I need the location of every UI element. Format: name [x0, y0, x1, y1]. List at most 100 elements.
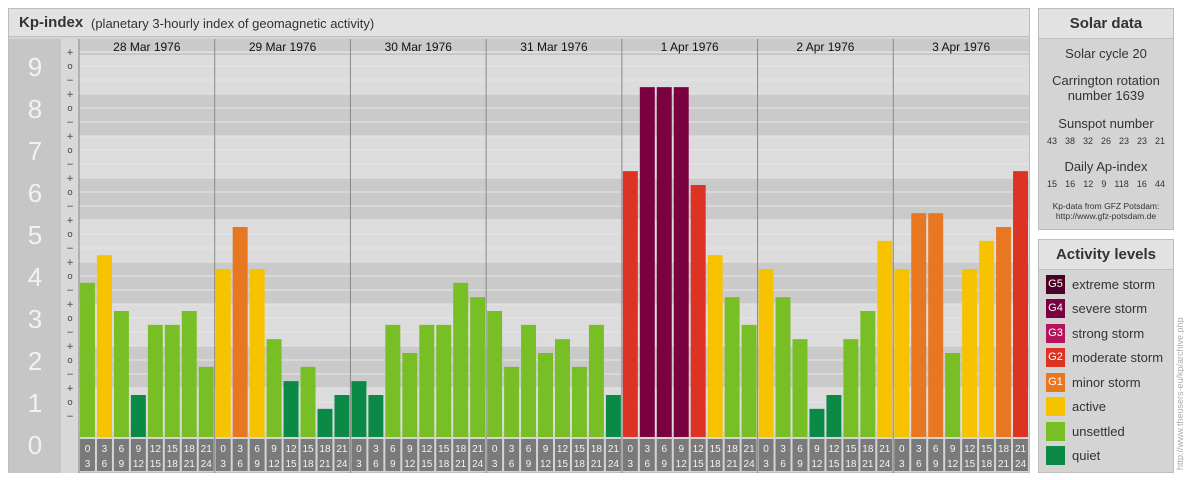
kp-bar: [215, 269, 231, 437]
kp-bar: [181, 311, 197, 437]
interval-start-label: 21: [201, 444, 213, 455]
level-label: extreme storm: [1072, 276, 1156, 292]
y-minor-label: −: [66, 286, 74, 296]
interval-end-label: 12: [404, 459, 416, 470]
interval-end-label: 12: [540, 459, 552, 470]
interval-start-label: 15: [845, 444, 857, 455]
interval-start-label: 21: [744, 444, 756, 455]
y-minor-label: −: [66, 202, 74, 212]
interval-start-label: 6: [933, 444, 939, 455]
sunspot-value: 23: [1118, 136, 1129, 146]
interval-end-label: 15: [964, 459, 976, 470]
interval-end-label: 18: [845, 459, 857, 470]
interval-box: [147, 439, 163, 471]
y-minor-label: +: [66, 90, 74, 100]
interval-box: [877, 439, 893, 471]
interval-box: [724, 439, 740, 471]
kp-bar: [724, 297, 740, 437]
interval-box: [232, 439, 248, 471]
interval-end-label: 12: [269, 459, 281, 470]
interval-start-label: 9: [407, 444, 413, 455]
level-label: active: [1072, 399, 1106, 414]
level-label: minor storm: [1072, 374, 1141, 390]
kp-bar: [962, 269, 978, 437]
interval-end-label: 18: [981, 459, 993, 470]
kp-bar: [1013, 171, 1028, 437]
chart-title-bar: Kp-index (planetary 3-hourly index of ge…: [9, 9, 1029, 37]
level-label: severe storm: [1072, 301, 1148, 316]
interval-end-label: 3: [356, 459, 362, 470]
y-minor-label: −: [66, 244, 74, 254]
interval-end-label: 24: [472, 459, 484, 470]
interval-box: [605, 439, 621, 471]
interval-end-label: 9: [797, 459, 803, 470]
ap-value: 16: [1065, 179, 1076, 189]
carrington-line2: number 1639: [1067, 88, 1145, 103]
solar-cycle: Solar cycle 20: [1065, 46, 1147, 61]
interval-start-label: 18: [862, 444, 874, 455]
interval-start-label: 9: [950, 444, 956, 455]
y-minor-label: +: [66, 258, 74, 268]
interval-start-label: 15: [981, 444, 993, 455]
interval-start-label: 21: [1015, 444, 1027, 455]
y-minor-label: +: [66, 132, 74, 142]
interval-box: [979, 439, 995, 471]
interval-box: [758, 439, 774, 471]
interval-start-label: 0: [356, 444, 362, 455]
ap-value: 9: [1101, 179, 1107, 189]
kp-bar: [385, 324, 401, 437]
interval-start-label: 0: [85, 444, 91, 455]
level-row-unsettled: unsettled: [1046, 421, 1125, 441]
interval-box: [945, 439, 961, 471]
ap-value: 12: [1083, 179, 1094, 189]
kp-bar: [622, 171, 638, 437]
interval-start-label: 0: [220, 444, 226, 455]
level-row-extreme-storm: G5 extreme storm: [1046, 274, 1155, 294]
kp-bar: [521, 324, 537, 437]
interval-box: [504, 439, 520, 471]
interval-start-label: 3: [645, 444, 651, 455]
interval-end-label: 9: [390, 459, 396, 470]
y-minor-label: −: [66, 328, 74, 338]
interval-end-label: 24: [744, 459, 756, 470]
interval-end-label: 9: [933, 459, 939, 470]
interval-start-label: 3: [373, 444, 379, 455]
kp-bar: [639, 87, 655, 437]
interval-box: [809, 439, 825, 471]
source-line1: Kp-data from GFZ Potsdam:: [1052, 201, 1160, 211]
y-tick-label: 7: [28, 136, 42, 166]
y-minor-label: o: [67, 146, 73, 156]
kp-bar: [775, 297, 791, 437]
interval-end-label: 6: [645, 459, 651, 470]
interval-end-label: 9: [526, 459, 532, 470]
kp-bar: [588, 324, 604, 437]
interval-end-label: 3: [763, 459, 769, 470]
interval-end-label: 18: [574, 459, 586, 470]
interval-start-label: 18: [998, 444, 1010, 455]
kp-bar: [673, 87, 689, 437]
interval-start-label: 9: [814, 444, 820, 455]
interval-start-label: 0: [899, 444, 905, 455]
interval-start-label: 3: [509, 444, 515, 455]
ap-index-title: Daily Ap-index: [1064, 159, 1148, 174]
interval-start-label: 12: [285, 444, 297, 455]
source-link[interactable]: http://www.gfz-potsdam.de: [1055, 211, 1157, 221]
y-tick-label: 6: [28, 178, 42, 208]
interval-start-label: 12: [557, 444, 569, 455]
y-tick-label: 1: [28, 388, 42, 418]
interval-start-label: 21: [472, 444, 484, 455]
y-tick-label: 5: [28, 220, 42, 250]
interval-start-label: 3: [102, 444, 108, 455]
interval-end-label: 3: [628, 459, 634, 470]
interval-box: [266, 439, 282, 471]
interval-box: [96, 439, 112, 471]
interval-end-label: 3: [492, 459, 498, 470]
interval-end-label: 24: [1015, 459, 1027, 470]
y-minor-label: o: [67, 188, 73, 198]
interval-box: [181, 439, 197, 471]
level-row-strong-storm: G3 strong storm: [1046, 323, 1144, 343]
interval-start-label: 0: [763, 444, 769, 455]
day-label: 28 Mar 1976: [113, 40, 181, 54]
y-minor-label: +: [66, 300, 74, 310]
interval-box: [775, 439, 791, 471]
